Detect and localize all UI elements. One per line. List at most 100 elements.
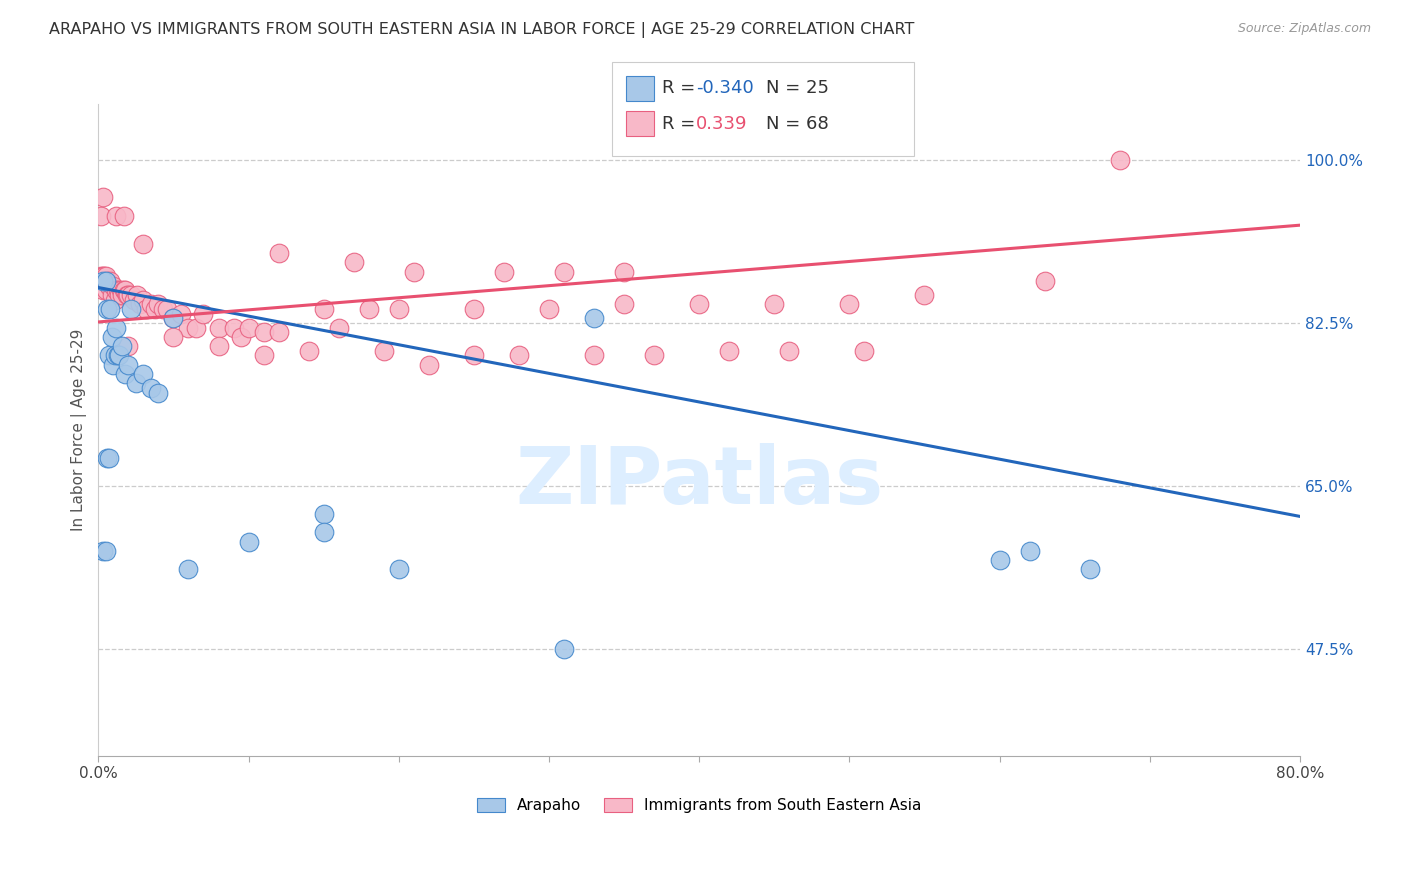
Point	[114, 367, 136, 381]
Point	[328, 320, 350, 334]
Point	[373, 343, 395, 358]
Point	[145, 301, 167, 316]
Point	[148, 297, 170, 311]
Legend: Arapaho, Immigrants from South Eastern Asia: Arapaho, Immigrants from South Eastern A…	[471, 792, 928, 820]
Point	[238, 320, 260, 334]
Point	[508, 348, 530, 362]
Text: N = 25: N = 25	[766, 79, 830, 97]
Point	[162, 330, 184, 344]
Point	[312, 301, 335, 316]
Point	[170, 307, 193, 321]
Text: N = 68: N = 68	[766, 115, 830, 133]
Point	[110, 283, 132, 297]
Point	[357, 301, 380, 316]
Point	[117, 339, 139, 353]
Point	[104, 293, 127, 307]
Point	[207, 320, 229, 334]
Point	[139, 381, 162, 395]
Point	[96, 301, 118, 316]
Point	[402, 265, 425, 279]
Point	[117, 358, 139, 372]
Text: -0.340: -0.340	[696, 79, 754, 97]
Y-axis label: In Labor Force | Age 25-29: In Labor Force | Age 25-29	[72, 328, 87, 531]
Point	[583, 348, 606, 362]
Point	[1033, 274, 1056, 288]
Point	[312, 525, 335, 540]
Point	[1018, 544, 1040, 558]
Point	[105, 283, 128, 297]
Point	[152, 301, 174, 316]
Point	[853, 343, 876, 358]
Point	[104, 348, 127, 362]
Point	[148, 385, 170, 400]
Point	[463, 301, 485, 316]
Point	[91, 190, 114, 204]
Point	[108, 348, 131, 362]
Point	[93, 269, 115, 284]
Point	[90, 269, 112, 284]
Point	[112, 283, 135, 297]
Point	[238, 534, 260, 549]
Point	[207, 339, 229, 353]
Point	[103, 358, 125, 372]
Point	[97, 450, 120, 465]
Point	[127, 288, 149, 302]
Point	[388, 562, 411, 576]
Point	[298, 343, 321, 358]
Point	[120, 288, 142, 302]
Point	[91, 274, 114, 288]
Point	[91, 283, 114, 297]
Text: ARAPAHO VS IMMIGRANTS FROM SOUTH EASTERN ASIA IN LABOR FORCE | AGE 25-29 CORRELA: ARAPAHO VS IMMIGRANTS FROM SOUTH EASTERN…	[49, 22, 914, 38]
Point	[112, 209, 135, 223]
Point	[763, 297, 786, 311]
Point	[613, 265, 636, 279]
Point	[94, 283, 117, 297]
Point	[108, 288, 131, 302]
Point	[1108, 153, 1130, 167]
Text: 0.339: 0.339	[696, 115, 748, 133]
Point	[162, 311, 184, 326]
Point	[1078, 562, 1101, 576]
Point	[103, 278, 125, 293]
Point	[105, 320, 128, 334]
Point	[94, 544, 117, 558]
Point	[91, 269, 114, 284]
Point	[537, 301, 560, 316]
Point	[463, 348, 485, 362]
Point	[583, 311, 606, 326]
Point	[107, 348, 129, 362]
Point	[135, 301, 157, 316]
Point	[914, 288, 936, 302]
Point	[553, 265, 575, 279]
Point	[177, 320, 200, 334]
Point	[125, 376, 148, 391]
Point	[90, 209, 112, 223]
Point	[97, 278, 120, 293]
Point	[91, 544, 114, 558]
Text: R =: R =	[662, 115, 702, 133]
Point	[388, 301, 411, 316]
Point	[838, 297, 860, 311]
Point	[553, 641, 575, 656]
Point	[718, 343, 741, 358]
Point	[115, 288, 138, 302]
Point	[252, 348, 274, 362]
Point	[111, 339, 134, 353]
Point	[492, 265, 515, 279]
Point	[988, 553, 1011, 567]
Point	[222, 320, 245, 334]
Point	[139, 297, 162, 311]
Point	[177, 562, 200, 576]
Point	[101, 288, 124, 302]
Text: Source: ZipAtlas.com: Source: ZipAtlas.com	[1237, 22, 1371, 36]
Point	[312, 507, 335, 521]
Point	[252, 325, 274, 339]
Point	[193, 307, 215, 321]
Point	[184, 320, 207, 334]
Point	[643, 348, 665, 362]
Point	[129, 297, 152, 311]
Point	[114, 283, 136, 297]
Point	[229, 330, 252, 344]
Point	[97, 348, 120, 362]
Point	[778, 343, 800, 358]
